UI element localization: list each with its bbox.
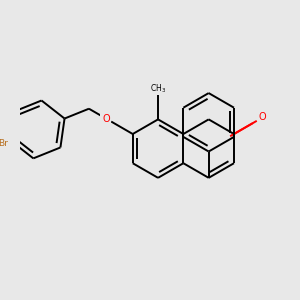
Text: CH$_3$: CH$_3$ <box>150 82 166 95</box>
Text: O: O <box>259 112 267 122</box>
Text: O: O <box>102 113 110 124</box>
Text: Br: Br <box>0 139 8 148</box>
